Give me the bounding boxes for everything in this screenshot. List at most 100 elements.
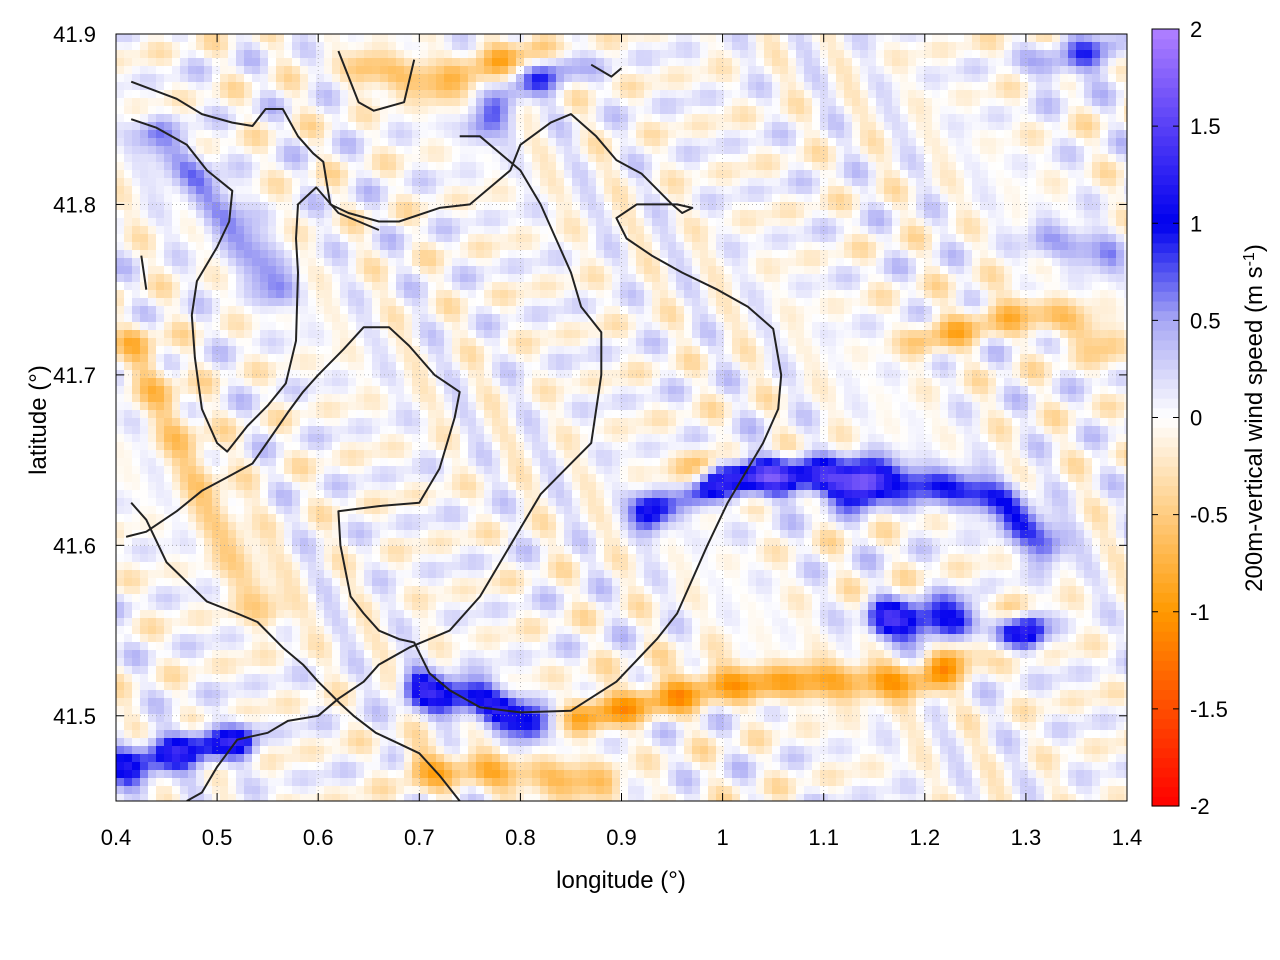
x-tick-label: 1.3 — [1011, 825, 1042, 850]
colorbar-swatch — [1152, 58, 1179, 69]
colorbar-swatch — [1152, 155, 1179, 166]
colorbar-swatch — [1152, 291, 1179, 302]
contour-line — [125, 80, 783, 714]
y-tick-label: 41.9 — [53, 22, 96, 47]
y-tick-label: 41.7 — [53, 363, 96, 388]
heatmap — [116, 34, 1127, 801]
colorbar-swatch — [1152, 359, 1179, 370]
colorbar-swatch — [1152, 757, 1179, 768]
colorbar-swatch — [1152, 524, 1179, 535]
x-tick-label: 0.7 — [404, 825, 435, 850]
colorbar-swatch — [1152, 495, 1179, 506]
colorbar-swatch — [1152, 708, 1179, 720]
colorbar-swatch — [1152, 514, 1179, 525]
colorbar-swatch — [1152, 213, 1179, 224]
colorbar-swatch — [1152, 223, 1179, 234]
colorbar-swatch — [1152, 194, 1179, 205]
colorbar-swatch — [1152, 631, 1179, 642]
colorbar-swatch — [1152, 320, 1179, 331]
x-tick-label: 1 — [716, 825, 728, 850]
colorbar-swatch — [1152, 504, 1179, 516]
colorbar-swatch — [1152, 670, 1179, 681]
colorbar-swatch — [1152, 339, 1179, 351]
colorbar-swatch — [1152, 611, 1179, 623]
colorbar-swatch — [1152, 164, 1179, 176]
colorbar-swatch — [1152, 475, 1179, 487]
colorbar-swatch — [1152, 417, 1179, 428]
colorbar-swatch — [1152, 126, 1179, 137]
colorbar-swatch — [1152, 349, 1179, 360]
x-tick-label: 1.4 — [1112, 825, 1143, 850]
x-tick-label: 0.8 — [505, 825, 536, 850]
colorbar-swatch — [1152, 738, 1179, 749]
y-tick-label: 41.8 — [53, 192, 96, 217]
colorbar-swatch — [1152, 38, 1179, 50]
colorbar-swatch — [1152, 572, 1179, 584]
colorbar-swatch — [1152, 29, 1179, 40]
x-tick-label: 1.2 — [910, 825, 941, 850]
colorbar-swatch — [1152, 747, 1179, 759]
contour-line — [590, 63, 623, 78]
colorbar-swatch — [1152, 300, 1179, 312]
colorbar-swatch — [1152, 679, 1179, 691]
colorbar-swatch — [1152, 135, 1179, 147]
colorbar-swatch — [1152, 553, 1179, 564]
colorbar-swatch — [1152, 456, 1179, 467]
y-axis-label: latitude (°) — [25, 365, 52, 475]
colorbar-swatch — [1152, 116, 1179, 127]
colorbar-swatch — [1152, 106, 1179, 118]
colorbar-swatch — [1152, 330, 1179, 341]
colorbar-swatch — [1152, 699, 1179, 710]
colorbar-swatch — [1152, 446, 1179, 457]
x-axis-label: longitude (°) — [556, 867, 686, 894]
colorbar-tick-label: 1.5 — [1190, 114, 1221, 139]
colorbar-swatch — [1152, 602, 1179, 613]
axes: 0.4 0.5 0.6 0.7 0.8 0.9 1 1.1 1.2 1.3 1.4 41.5 41.6 4… — [53, 22, 1142, 850]
colorbar-tick-label: 1 — [1190, 211, 1202, 236]
colorbar-swatch — [1152, 378, 1179, 389]
x-tick-label: 1.1 — [808, 825, 839, 850]
colorbar-swatch — [1152, 582, 1179, 593]
colorbar-tick-label: -1.5 — [1190, 697, 1228, 722]
colorbar-swatch — [1152, 776, 1179, 788]
colorbar-swatch — [1152, 640, 1179, 652]
y-tick-label: 41.6 — [53, 533, 96, 558]
colorbar-swatch — [1152, 388, 1179, 399]
colorbar-swatch — [1152, 77, 1179, 88]
colorbar-swatch — [1152, 563, 1179, 574]
colorbar-swatch — [1152, 485, 1179, 496]
colorbar-swatch — [1152, 436, 1179, 448]
colorbar-swatch — [1152, 48, 1179, 59]
colorbar-swatch — [1152, 767, 1179, 778]
colorbar-swatch — [1152, 252, 1179, 263]
colorbar-label: 200m-vertical wind speed (m s-1) — [1241, 244, 1269, 592]
colorbar-swatch — [1152, 621, 1179, 632]
colorbar-swatch — [1152, 543, 1179, 555]
contour-line — [130, 502, 461, 801]
colorbar-swatch — [1152, 407, 1179, 419]
colorbar-swatch — [1152, 281, 1179, 292]
colorbar-swatch — [1152, 242, 1179, 253]
colorbar-swatch — [1152, 67, 1179, 79]
y-tick-label: 41.5 — [53, 704, 96, 729]
colorbar-swatch — [1152, 660, 1179, 671]
colorbar-tick-label: 0.5 — [1190, 308, 1221, 333]
colorbar-swatch — [1152, 310, 1179, 321]
colorbar-swatch — [1152, 184, 1179, 195]
colorbar-tick-label: -0.5 — [1190, 503, 1228, 528]
colorbar-tick-label: -2 — [1190, 794, 1210, 819]
colorbar-swatch — [1152, 262, 1179, 273]
x-tick-label: 0.4 — [101, 825, 132, 850]
colorbar-swatch — [1152, 271, 1179, 283]
colorbar-swatch — [1152, 786, 1179, 797]
colorbar-swatch — [1152, 718, 1179, 729]
colorbar-swatch — [1152, 534, 1179, 545]
contour-line — [130, 118, 380, 453]
colorbar-swatch — [1152, 650, 1179, 661]
colorbar-swatch — [1152, 398, 1179, 409]
colorbar-swatch — [1152, 96, 1179, 108]
x-tick-label: 0.5 — [202, 825, 233, 850]
terrain-contours — [125, 50, 783, 801]
colorbar-tick-label: 0 — [1190, 406, 1202, 431]
